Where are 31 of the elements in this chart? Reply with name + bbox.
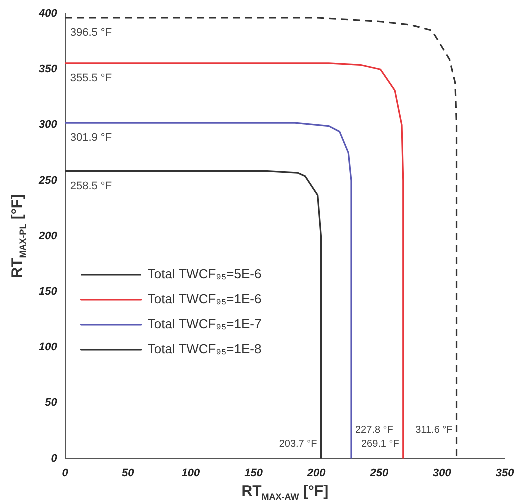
annotation: 227.8 °F <box>356 424 394 436</box>
y-tick-label: 350 <box>38 64 58 76</box>
y-tick-label: 300 <box>38 119 58 132</box>
y-axis-title: RTMAX-PL [°F] <box>9 194 28 278</box>
annotation: 355.5 °F <box>70 72 112 84</box>
x-tick-label: 300 <box>433 467 452 480</box>
annotation: 396.5 °F <box>70 26 112 39</box>
x-tick-label: 50 <box>122 467 136 480</box>
x-tick-label: 250 <box>369 467 390 480</box>
x-tick-label: 350 <box>496 467 516 480</box>
y-tick-label: 50 <box>45 397 58 410</box>
y-tick-label: 400 <box>38 8 58 20</box>
legend-label: Total TWCF₉₅=5E-6 <box>148 266 262 282</box>
x-tick-label: 0 <box>62 467 70 480</box>
x-tick-label: 150 <box>244 467 264 480</box>
x-tick-label: 200 <box>306 467 327 480</box>
legend-label: Total TWCF₉₅=1E-7 <box>148 316 262 332</box>
annotation: 301.9 °F <box>70 132 112 144</box>
y-tick-label: 100 <box>38 342 58 354</box>
y-tick-label: 150 <box>38 286 58 298</box>
line-series <box>65 17 458 459</box>
legend-label: Total TWCF₉₅=1E-8 <box>148 341 262 356</box>
y-tick-label: 0 <box>51 452 58 465</box>
annotation: 311.6 °F <box>416 424 453 436</box>
annotation: 269.1 °F <box>361 438 400 450</box>
annotation: 203.7 °F <box>279 438 318 450</box>
y-tick-label: 250 <box>38 174 58 187</box>
y-tick-label: 200 <box>38 230 58 242</box>
annotation: 258.5 °F <box>70 180 112 192</box>
legend-label: Total TWCF₉₅=1E-6 <box>148 291 262 306</box>
x-tick-label: 100 <box>182 467 202 480</box>
